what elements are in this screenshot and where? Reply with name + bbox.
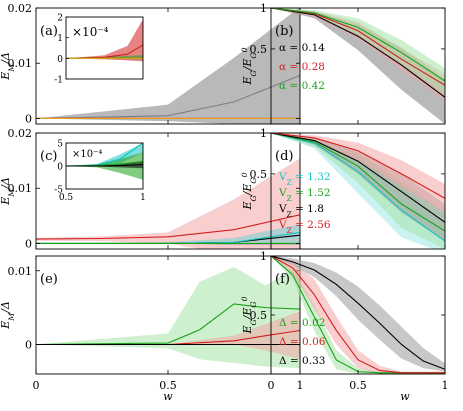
inset-ytick-label-a-3: 2 — [57, 14, 63, 24]
ytick-label-d-1: 1 — [260, 127, 267, 140]
panel-c-data — [36, 158, 300, 249]
ytick-label-a-0: 0 — [25, 112, 32, 125]
ytick-label-f-0: 0.5 — [250, 309, 268, 322]
inset-c-data — [66, 143, 143, 180]
ytick-label-a-1: 0.01 — [8, 57, 33, 70]
ylabel-a: EM/Δ — [0, 52, 16, 81]
panel-a: 0 0.01 0.02 EM/Δ (a) -1 0 1 2 ×10⁻⁴ — [0, 2, 301, 125]
series-b-band-2 — [271, 8, 445, 95]
legend-f-2: Δ = 0.33 — [279, 355, 325, 367]
series-f-band-2 — [271, 256, 445, 372]
inset-ytick-label-a-0: -1 — [54, 76, 63, 86]
panel-label-a: (a) — [40, 24, 58, 39]
ylabel-c: EM/Δ — [0, 177, 16, 206]
panel-label-b: (b) — [275, 24, 293, 39]
panel-b: 0.5 1 EG/EG0 (b) α = 0.14 α = 0.28 α = 0.42 — [240, 2, 446, 125]
inset-a-frame — [65, 16, 144, 80]
series-c-band-0 — [36, 158, 300, 249]
panel-c: 0 0.01 0.02 EM/Δ (c) -5 0 5 0.5 1 ×10⁻⁴ — [0, 127, 301, 250]
series-d-band-3 — [271, 133, 445, 213]
series-d-line-1 — [271, 133, 445, 232]
series-d-line-0 — [271, 133, 445, 242]
series-d-band-1 — [271, 133, 445, 249]
panel-e: 0 0.01 0 0.5 1 EM/Δ (e) — [0, 255, 304, 392]
xtick-label-e-0: 0 — [33, 379, 40, 392]
shared-xlabel-right: w — [400, 390, 410, 403]
series-a-line-0 — [36, 74, 300, 120]
ylabel-b: EG/EG0 — [240, 47, 258, 85]
panel-e-data — [36, 264, 300, 369]
legend-d-3: VZ = 2.56 — [278, 219, 331, 235]
panel-d-data — [271, 133, 445, 249]
ylabel-f: EG/EG0 — [240, 296, 258, 334]
inset-series-c-line-2 — [66, 164, 143, 167]
inset-ytick-label-a-2: 1 — [57, 34, 63, 44]
ytick-label-f-1: 1 — [260, 250, 267, 263]
series-f-line-0 — [271, 256, 445, 374]
series-b-line-2 — [271, 8, 445, 82]
ytick-label-c-0: 0 — [25, 237, 32, 250]
legend-d-0: VZ = 1.32 — [278, 171, 331, 187]
panel-f-data — [271, 256, 445, 374]
ytick-label-a-2: 0.02 — [8, 2, 33, 15]
ytick-label-e-0: 0 — [25, 339, 32, 352]
ylabel-e: EM/Δ — [0, 301, 16, 330]
xtick-label-f-0: 0 — [268, 379, 275, 392]
series-f-line-1 — [271, 256, 445, 374]
series-d-line-2 — [271, 133, 445, 223]
ytick-label-d-0: 0.5 — [250, 168, 268, 181]
xtick-label-f-2: 1 — [442, 379, 449, 392]
inset-series-c-band-2 — [66, 161, 143, 169]
inset-ytick-label-a-1: 0 — [57, 55, 63, 65]
inset-ytick-label-c-0: -5 — [54, 186, 63, 196]
series-c-line-0 — [36, 214, 300, 240]
ytick-label-b-0: 0.5 — [250, 43, 268, 56]
series-e-band-1 — [36, 311, 300, 360]
panel-f: 0.5 1 0 0.5 1 EG/EG0 (f) Δ = 0.02 Δ = 0.06 Δ = 0.… — [240, 250, 449, 392]
series-a-band-0 — [36, 8, 300, 124]
inset-c: -5 0 5 0.5 1 ×10⁻⁴ — [54, 140, 146, 204]
legend-f-0: Δ = 0.02 — [279, 317, 325, 329]
xtick-label-e-1: 0.5 — [159, 379, 177, 392]
legend-b-1: α = 0.28 — [279, 61, 325, 73]
legend-f-1: Δ = 0.06 — [279, 336, 326, 348]
inset-xtick-label-c-1: 1 — [140, 193, 146, 203]
legend-b-0: α = 0.14 — [279, 42, 325, 54]
inset-multiplier-c: ×10⁻⁴ — [72, 149, 102, 160]
legend-d-1: VZ = 1.52 — [278, 187, 331, 203]
panel-label-c: (c) — [40, 149, 57, 164]
xtick-label-f-1: 0.5 — [349, 379, 367, 392]
ytick-label-c-2: 0.02 — [8, 127, 33, 140]
series-b-line-0 — [271, 8, 445, 98]
panel-label-d: (d) — [275, 149, 293, 164]
inset-ytick-label-c-1: 0 — [57, 163, 63, 173]
inset-a: -1 0 1 2 ×10⁻⁴ — [54, 14, 144, 86]
shared-xlabel-left: w — [163, 390, 173, 403]
panel-label-e: (e) — [40, 272, 58, 287]
inset-multiplier-a: ×10⁻⁴ — [72, 25, 109, 39]
inset-a-data — [66, 19, 143, 62]
series-d-line-3 — [271, 133, 445, 199]
series-f-line-2 — [271, 256, 445, 370]
inset-ytick-label-c-2: 5 — [57, 140, 63, 150]
legend-b-2: α = 0.42 — [279, 80, 325, 92]
panel-a-data — [36, 8, 300, 124]
xtick-label-e-2: 1 — [297, 379, 304, 392]
panel-label-f: (f) — [275, 272, 290, 287]
ytick-label-e-1: 0.01 — [8, 265, 33, 278]
ytick-label-b-1: 1 — [260, 2, 267, 15]
series-f-band-1 — [271, 256, 445, 374]
panel-b-data — [271, 8, 445, 124]
series-c-band-2 — [36, 224, 300, 244]
inset-xtick-label-c-0: 0.5 — [59, 193, 74, 203]
ytick-label-c-1: 0.01 — [8, 182, 33, 195]
ylabel-d: EG/EG0 — [240, 172, 258, 210]
inset-series-a-band-0 — [66, 19, 143, 62]
legend-d-2: VZ = 1.8 — [278, 203, 324, 219]
